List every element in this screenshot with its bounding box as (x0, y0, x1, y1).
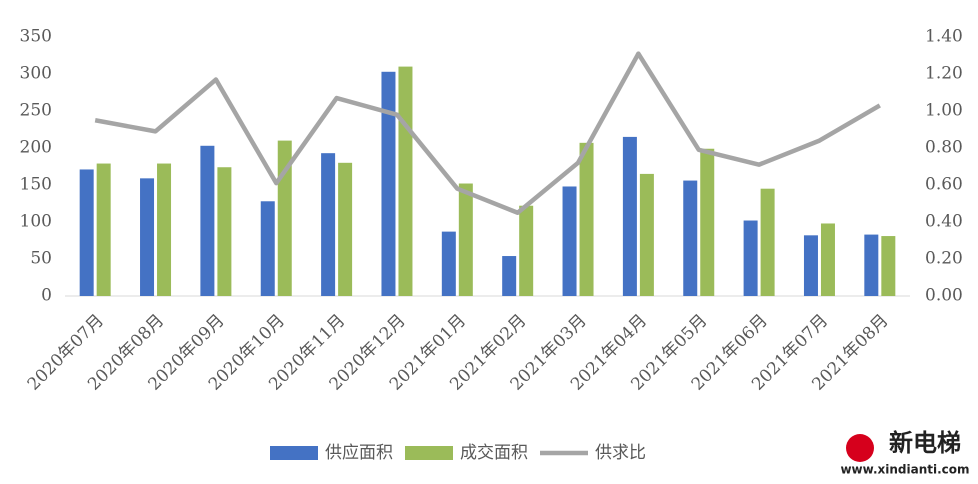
bar (321, 153, 336, 296)
y2-tick-label: 1.00 (925, 101, 963, 121)
y-tick-label: 150 (20, 175, 52, 195)
bar (760, 188, 775, 296)
bar (79, 169, 94, 296)
line (94, 51, 881, 215)
watermark-name: 新电梯 (889, 429, 961, 457)
legend-label: 供应面积 (325, 443, 393, 463)
watermark-icon (846, 434, 874, 462)
bar (140, 178, 155, 296)
y2-tick-label: 0.40 (925, 212, 963, 232)
bar (864, 234, 879, 296)
y2-tick-label: 1.40 (925, 27, 963, 47)
y-tick-label: 100 (20, 212, 52, 232)
watermark: 新电梯 www.xindianti.com (840, 429, 969, 477)
bar (200, 145, 215, 296)
bar (398, 66, 413, 296)
bar (441, 231, 456, 296)
y2-tick-label: 0.80 (925, 138, 963, 158)
bar (562, 186, 577, 296)
y-tick-label: 50 (30, 249, 52, 269)
bar (639, 173, 654, 296)
y-tick-label: 250 (20, 101, 52, 121)
bar (381, 71, 396, 296)
bar (157, 163, 172, 296)
bar (579, 142, 594, 296)
bar (622, 136, 637, 296)
y-tick-label: 200 (20, 138, 52, 158)
bar (260, 201, 275, 296)
bar (743, 220, 758, 296)
bar (881, 236, 896, 296)
legend-swatch (270, 446, 318, 460)
y2-tick-label: 0.00 (925, 286, 963, 306)
bar (820, 223, 835, 296)
bar (338, 162, 353, 296)
watermark-url: www.xindianti.com (840, 463, 969, 477)
y2-tick-label: 0.20 (925, 249, 963, 269)
bar (803, 235, 818, 296)
bar (96, 163, 111, 296)
legend-label: 供求比 (595, 443, 646, 463)
y2-tick-label: 1.20 (925, 64, 963, 84)
bar (700, 148, 715, 296)
y2-tick-label: 0.60 (925, 175, 963, 195)
bar (217, 167, 232, 296)
bar (502, 256, 517, 296)
y-tick-label: 350 (20, 27, 52, 47)
legend-label: 成交面积 (460, 443, 528, 463)
bar (519, 205, 534, 296)
bar (683, 180, 698, 296)
y-tick-label: 0 (41, 286, 52, 306)
y-tick-label: 300 (20, 64, 52, 84)
legend-swatch (405, 446, 453, 460)
bar (458, 183, 473, 296)
